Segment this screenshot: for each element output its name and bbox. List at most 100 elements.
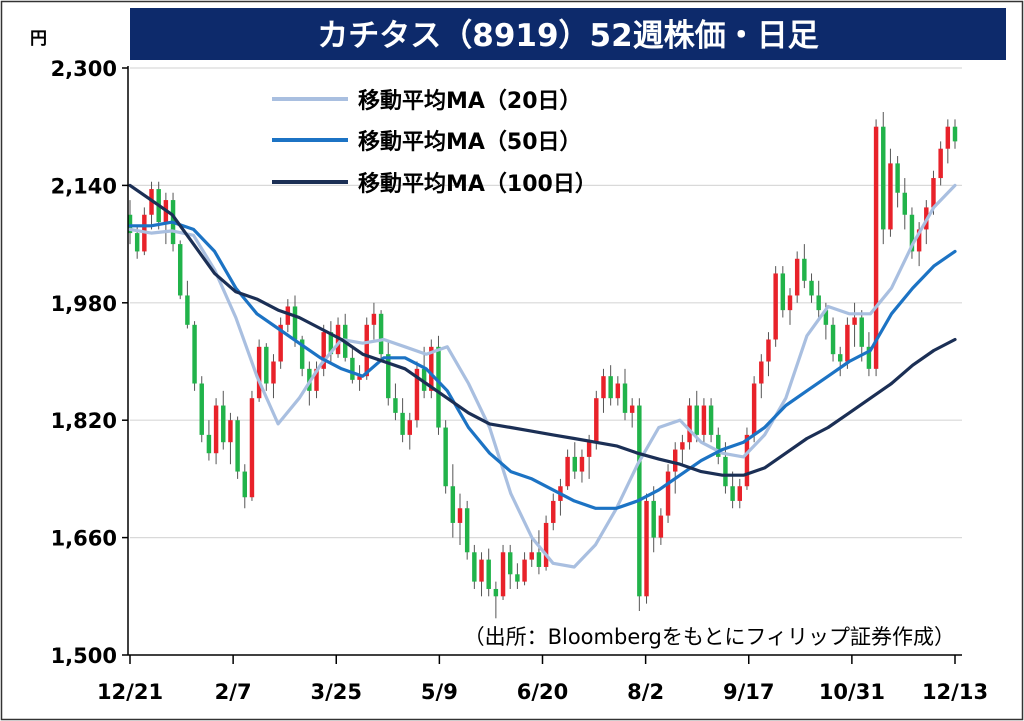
candle (299, 335, 305, 377)
candle (500, 544, 506, 600)
candle-body (206, 434, 212, 454)
candle (945, 119, 951, 164)
candle (802, 244, 807, 289)
candle-body (665, 471, 671, 516)
candle-body (472, 552, 477, 582)
candle-body (457, 508, 463, 523)
candle-body (794, 258, 800, 296)
candle-body (852, 317, 857, 325)
candle (873, 119, 879, 377)
y-tick-label: 2,300 (51, 57, 117, 81)
candle (859, 310, 864, 362)
candle-body (716, 434, 721, 457)
candle-body (787, 295, 793, 311)
candle (443, 420, 448, 494)
candle (321, 324, 326, 377)
candle (938, 141, 943, 186)
candle-body (371, 313, 377, 325)
candle (357, 365, 362, 391)
candle-body (909, 214, 915, 252)
candle-body (586, 442, 592, 457)
candle (486, 548, 491, 597)
candle (881, 112, 886, 245)
candle-body (615, 383, 621, 399)
candle (314, 361, 319, 399)
candle (622, 368, 628, 421)
candle (687, 398, 692, 450)
candle-body (249, 398, 255, 498)
ma100-line (128, 183, 957, 477)
candle (794, 251, 800, 303)
candle-body (816, 295, 821, 311)
candle-body (680, 442, 685, 450)
ma20-line (128, 183, 957, 569)
candle-body (350, 357, 355, 380)
candle-body (127, 214, 133, 234)
candle-body (436, 346, 441, 428)
candle-body (759, 361, 764, 384)
candle-body (285, 306, 291, 325)
candle-body (450, 486, 456, 523)
x-tick-label: 12/13 (922, 680, 988, 704)
candle (522, 552, 527, 586)
candle-body (314, 368, 319, 391)
candle (371, 302, 377, 340)
candle (672, 442, 678, 494)
y-tick-label: 1,820 (51, 409, 117, 433)
candle-body (952, 126, 958, 142)
candle (206, 420, 212, 461)
candle-body (400, 412, 405, 435)
candle-body (256, 346, 262, 399)
candle-body (881, 126, 886, 230)
candle (780, 266, 786, 318)
candle (866, 332, 872, 377)
x-axis-ticks: 12/21 2/7 3/25 5/9 6/20 8/2 9/17 10/31 12/13 (97, 655, 988, 704)
candle (665, 464, 671, 523)
candle (751, 376, 757, 443)
candle (350, 346, 355, 384)
candle-body (572, 456, 578, 472)
candle-body (529, 552, 534, 560)
y-tick-label: 2,140 (51, 174, 117, 198)
candle-body (658, 515, 664, 538)
candle (787, 288, 793, 325)
candle (450, 464, 456, 538)
candle (830, 317, 836, 362)
candle-body (873, 126, 879, 369)
candle-body (228, 420, 233, 443)
candle (680, 434, 685, 465)
candle-body (744, 434, 750, 487)
candle-body (708, 405, 714, 435)
y-unit-label: 円 (30, 29, 47, 49)
moving-average-lines (128, 183, 957, 569)
candle (701, 398, 707, 443)
candle (414, 361, 420, 428)
candle (242, 464, 248, 509)
candle (507, 544, 513, 589)
candle-body (221, 405, 226, 443)
candle-body (830, 324, 836, 355)
candle-body (931, 178, 936, 208)
candle (271, 354, 276, 399)
candle-body (199, 383, 204, 435)
candle-body (134, 233, 140, 252)
candle-body (845, 324, 850, 362)
candle-body (507, 552, 513, 575)
candle-body (357, 376, 362, 380)
candle-body (622, 383, 628, 413)
candle (723, 442, 728, 494)
candle-body (902, 192, 908, 215)
legend-label-ma50: 移動平均MA（50日） (358, 129, 582, 155)
candle-body (916, 229, 922, 252)
candle (601, 368, 606, 413)
candle-body (515, 574, 520, 582)
candle-body (579, 456, 585, 472)
candle-body (464, 508, 470, 553)
candle-body (429, 346, 434, 391)
legend-label-ma20: 移動平均MA（20日） (358, 88, 582, 114)
candle (529, 537, 534, 567)
candle (737, 478, 743, 509)
candle (472, 544, 477, 589)
candle (852, 302, 857, 347)
